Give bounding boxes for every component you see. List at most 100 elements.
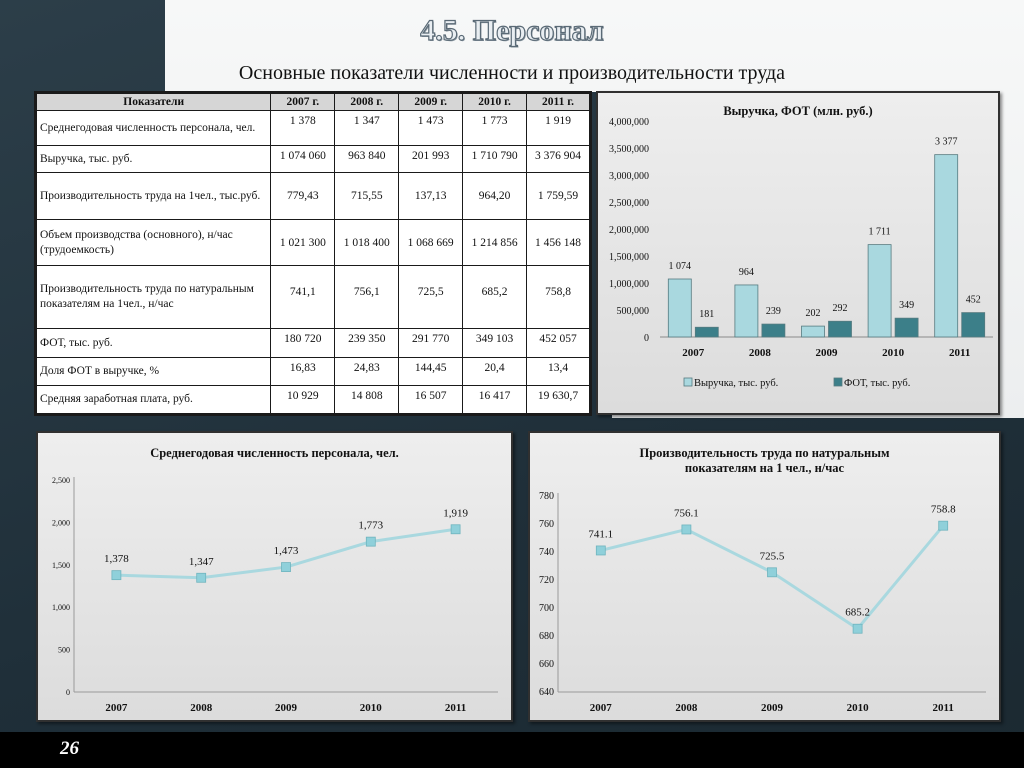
data-label: 1 711 bbox=[869, 227, 891, 238]
x-tick-label: 2010 bbox=[360, 702, 383, 714]
table-cell: 756,1 bbox=[334, 265, 400, 329]
legend-label: Выручка, тыс. руб. bbox=[694, 378, 778, 389]
table-cell: 24,83 bbox=[334, 357, 400, 386]
table-cell: 16 507 bbox=[398, 385, 464, 414]
data-point bbox=[938, 520, 949, 531]
table-row: Выручка, тыс. руб. 1 074 060 963 840 201… bbox=[35, 145, 590, 173]
headcount-chart: Среднегодовая численность персонала, чел… bbox=[52, 446, 498, 714]
table-cell: 1 759,59 bbox=[526, 172, 590, 220]
data-point bbox=[111, 570, 122, 581]
bar-revenue bbox=[667, 278, 692, 338]
data-label: 1,919 bbox=[443, 507, 468, 519]
data-label: 3 377 bbox=[935, 137, 958, 148]
table-cell: 16,83 bbox=[270, 357, 336, 386]
x-tick-label: 2008 bbox=[190, 702, 213, 714]
y-tick-label: 500,000 bbox=[617, 306, 650, 317]
data-label: 452 bbox=[966, 295, 981, 306]
y-tick-label: 0 bbox=[66, 688, 70, 697]
bar-revenue bbox=[801, 325, 825, 338]
table-cell: 779,43 bbox=[270, 172, 336, 220]
data-point bbox=[365, 536, 376, 547]
y-tick-label: 2,000,000 bbox=[609, 225, 649, 236]
data-label: 741.1 bbox=[588, 528, 613, 540]
table-cell: 20,4 bbox=[462, 357, 528, 386]
bar-revenue bbox=[934, 154, 959, 338]
page-number: 26 bbox=[60, 738, 79, 759]
data-label: 349 bbox=[899, 300, 914, 311]
data-label: 685.2 bbox=[845, 607, 870, 619]
table-cell: 291 770 bbox=[398, 328, 464, 358]
header-indicators: Показатели bbox=[35, 93, 272, 111]
x-tick-label: 2011 bbox=[949, 347, 970, 359]
y-tick-label: 1,500 bbox=[52, 561, 70, 570]
table-cell: 349 103 bbox=[462, 328, 528, 358]
y-tick-label: 720 bbox=[539, 575, 554, 586]
table-cell: 1 021 300 bbox=[270, 219, 336, 266]
table-cell: 1 074 060 bbox=[270, 145, 336, 173]
table-cell: 452 057 bbox=[526, 328, 590, 358]
row-label: Доля ФОТ в выручке, % bbox=[35, 357, 272, 386]
data-label: 239 bbox=[766, 306, 781, 317]
table-cell: 137,13 bbox=[398, 172, 464, 220]
data-point bbox=[767, 567, 777, 578]
chart-title: показателям на 1 чел., н/час bbox=[685, 461, 845, 475]
table-cell: 180 720 bbox=[270, 328, 336, 358]
table-row: Производительность труда по натуральным … bbox=[35, 265, 590, 329]
table-cell: 741,1 bbox=[270, 265, 336, 329]
x-tick-label: 2011 bbox=[932, 702, 953, 714]
bar-revenue bbox=[867, 244, 892, 338]
table-cell: 1 347 bbox=[334, 110, 400, 146]
row-label: Объем производства (основного), н/час (т… bbox=[35, 219, 272, 266]
table-cell: 16 417 bbox=[462, 385, 528, 414]
data-label: 202 bbox=[806, 308, 821, 319]
x-tick-label: 2008 bbox=[675, 702, 698, 714]
x-tick-label: 2009 bbox=[816, 347, 839, 359]
y-tick-label: 1,000,000 bbox=[609, 279, 649, 290]
table-cell: 963 840 bbox=[334, 145, 400, 173]
bottom-bar bbox=[0, 732, 1024, 768]
revenue-payroll-chart: Выручка, ФОТ (млн. руб.) 0 500,000 1,000,00… bbox=[609, 104, 993, 389]
data-label: 756.1 bbox=[674, 507, 699, 519]
table-row: Доля ФОТ в выручке, % 16,83 24,83 144,45… bbox=[35, 357, 590, 386]
x-tick-label: 2009 bbox=[761, 702, 784, 714]
data-label: 1,773 bbox=[358, 520, 383, 532]
indicators-table: Показатели 2007 г. 2008 г. 2009 г. 2010 … bbox=[35, 93, 590, 414]
table-cell: 1 473 bbox=[398, 110, 464, 146]
y-tick-label: 0 bbox=[644, 333, 649, 344]
indicators-table-container: Показатели 2007 г. 2008 г. 2009 г. 2010 … bbox=[34, 91, 592, 416]
data-point bbox=[852, 623, 863, 634]
x-tick-label: 2009 bbox=[275, 702, 298, 714]
productivity-chart: Производительность труда по натуральнымп… bbox=[539, 446, 986, 714]
y-tick-label: 740 bbox=[539, 547, 554, 558]
x-tick-label: 2010 bbox=[847, 702, 870, 714]
table-cell: 1 214 856 bbox=[462, 219, 528, 266]
row-label: Выручка, тыс. руб. bbox=[35, 145, 272, 173]
table-cell: 19 630,7 bbox=[526, 385, 590, 414]
page-title: 4.5. Персонал bbox=[420, 13, 605, 47]
bar-payroll bbox=[694, 326, 719, 338]
table-cell: 14 808 bbox=[334, 385, 400, 414]
row-label: Производительность труда по натуральным … bbox=[35, 265, 272, 329]
data-label: 758.8 bbox=[931, 504, 956, 516]
y-tick-label: 680 bbox=[539, 631, 554, 642]
table-cell: 1 456 148 bbox=[526, 219, 590, 266]
data-point bbox=[196, 572, 207, 583]
table-cell: 10 929 bbox=[270, 385, 336, 414]
y-tick-label: 700 bbox=[539, 603, 554, 614]
table-header-row: Показатели 2007 г. 2008 г. 2009 г. 2010 … bbox=[35, 93, 590, 111]
chart-title: Производительность труда по натуральным bbox=[640, 446, 890, 460]
table-cell: 3 376 904 bbox=[526, 145, 590, 173]
bar-payroll bbox=[961, 312, 986, 338]
header-2008: 2008 г. bbox=[334, 93, 400, 111]
y-tick-label: 780 bbox=[539, 491, 554, 502]
row-label: Среднегодовая численность персонала, чел… bbox=[35, 110, 272, 146]
header-2007: 2007 г. bbox=[270, 93, 336, 111]
bar-payroll bbox=[894, 317, 919, 338]
table-cell: 144,45 bbox=[398, 357, 464, 386]
bar-revenue bbox=[734, 284, 759, 338]
table-cell: 758,8 bbox=[526, 265, 590, 329]
bar-payroll bbox=[761, 323, 786, 338]
x-tick-label: 2007 bbox=[682, 347, 705, 359]
table-cell: 715,55 bbox=[334, 172, 400, 220]
table-cell: 725,5 bbox=[398, 265, 464, 329]
